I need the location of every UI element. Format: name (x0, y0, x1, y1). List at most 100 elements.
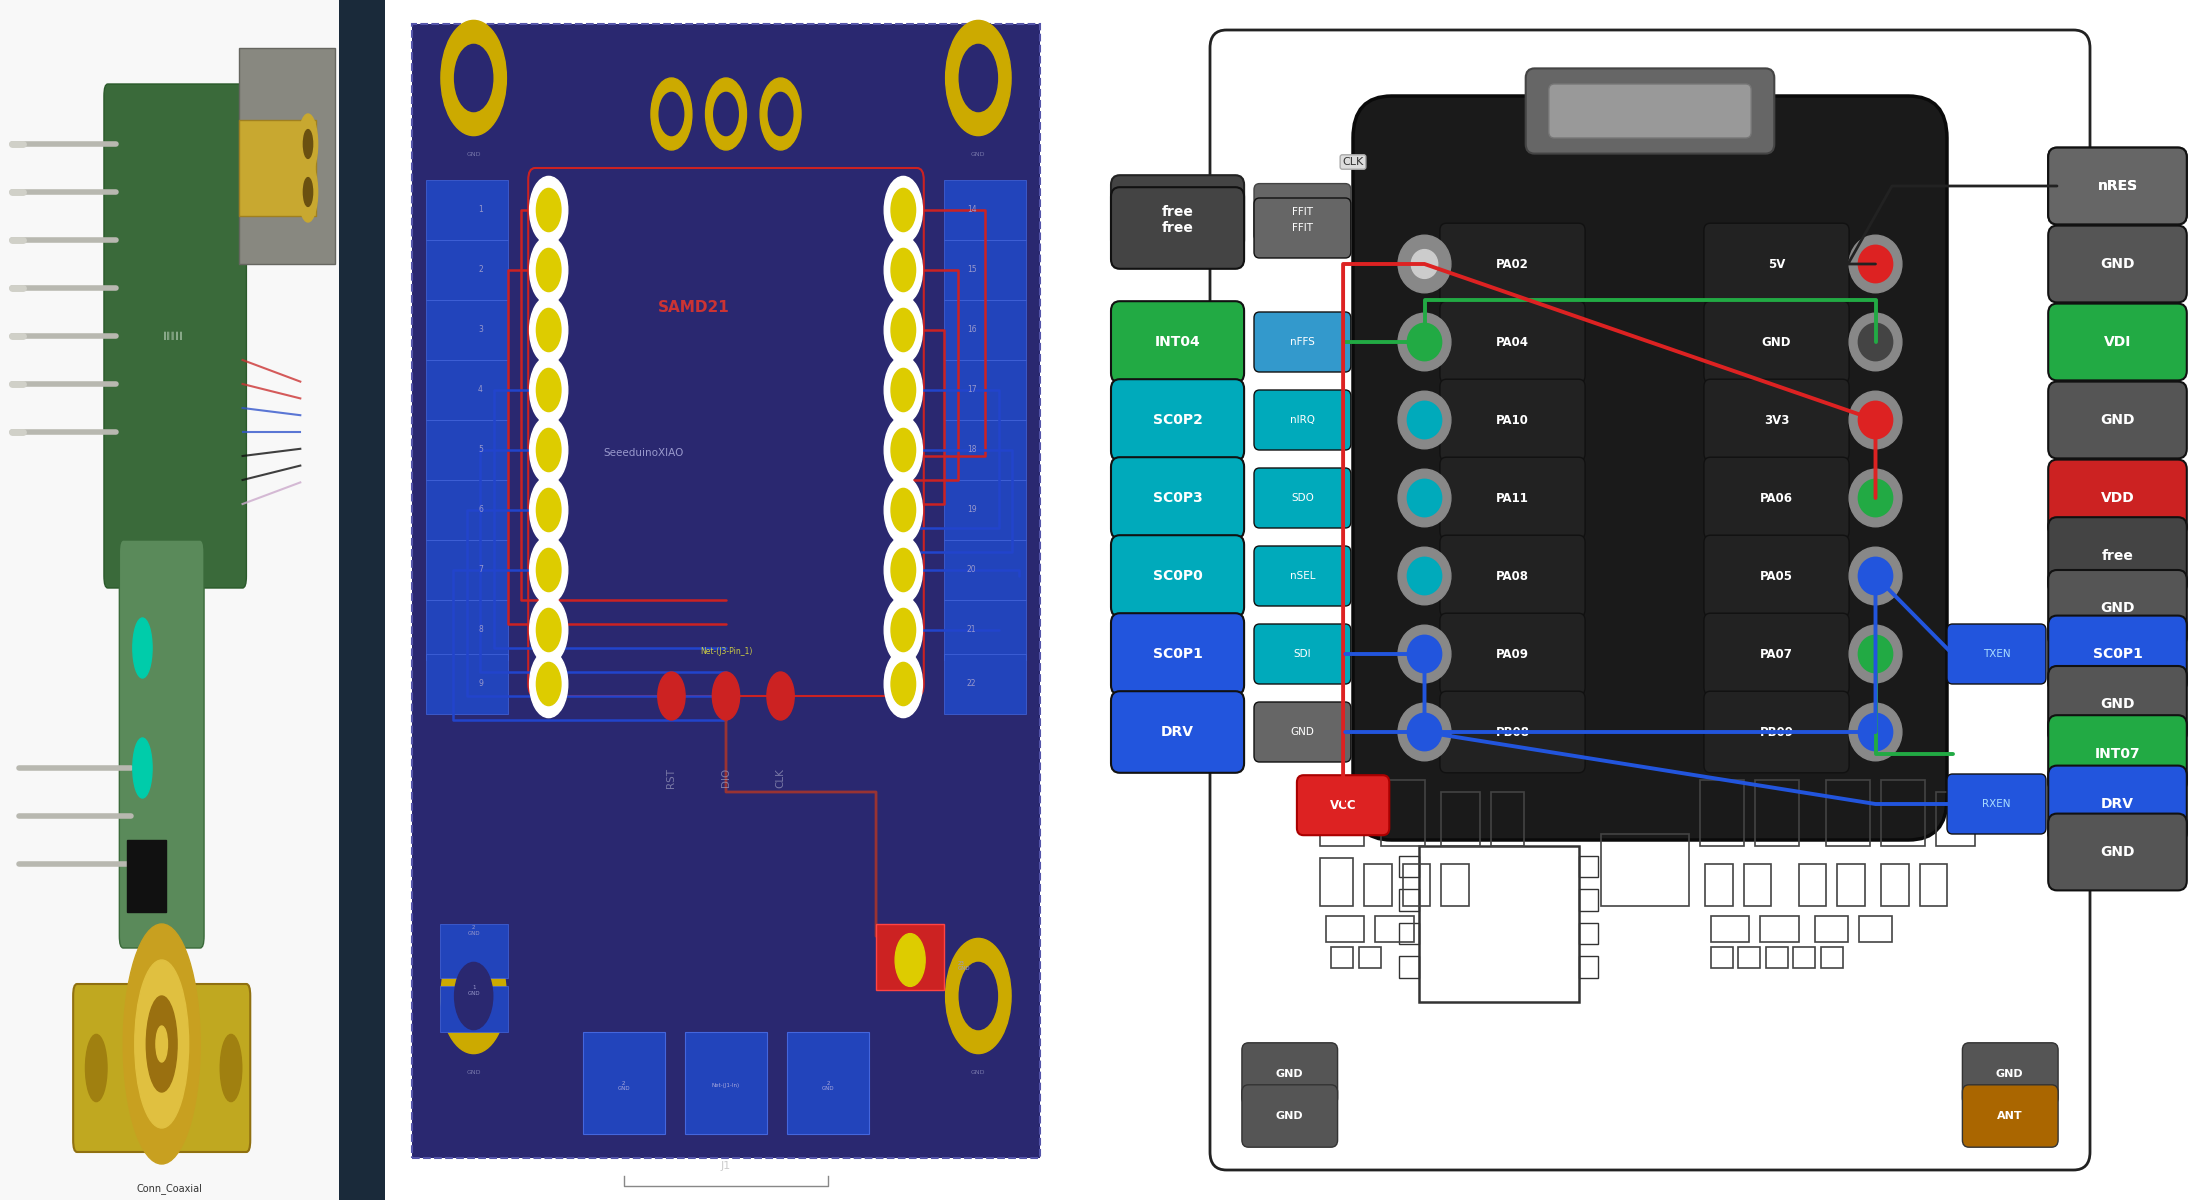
Circle shape (1399, 235, 1452, 293)
Circle shape (530, 596, 568, 664)
FancyBboxPatch shape (2048, 460, 2187, 536)
Bar (944, 600, 1025, 660)
Circle shape (537, 368, 561, 412)
Circle shape (768, 92, 792, 136)
Bar (1324, 916, 1364, 942)
Text: 2
GND: 2 GND (618, 1080, 629, 1092)
Text: Net-(J1-In): Net-(J1-In) (713, 1084, 739, 1088)
Bar (1800, 864, 1826, 906)
FancyBboxPatch shape (119, 540, 205, 948)
FancyBboxPatch shape (1111, 457, 1245, 539)
Text: 1: 1 (477, 205, 482, 215)
Circle shape (1399, 391, 1452, 449)
Text: DIO: DIO (722, 768, 730, 787)
Text: PB09: PB09 (1760, 726, 1793, 738)
Circle shape (884, 176, 922, 244)
FancyBboxPatch shape (1705, 613, 1848, 695)
FancyBboxPatch shape (1527, 68, 1773, 154)
Bar (1881, 864, 1910, 906)
Circle shape (1408, 713, 1441, 751)
Circle shape (893, 612, 913, 648)
Text: 2: 2 (477, 265, 482, 275)
Text: GND: GND (1995, 1069, 2024, 1079)
Text: GND: GND (466, 152, 482, 157)
Text: 4: 4 (477, 385, 484, 395)
Circle shape (304, 130, 312, 158)
Text: GND: GND (1276, 1111, 1302, 1121)
Circle shape (1408, 557, 1441, 595)
Circle shape (1861, 718, 1888, 746)
Text: GND: GND (2101, 601, 2134, 616)
FancyBboxPatch shape (1441, 457, 1584, 539)
FancyBboxPatch shape (1111, 379, 1245, 461)
Circle shape (455, 962, 493, 1030)
Bar (788, 1032, 869, 1134)
Text: PA11: PA11 (1496, 492, 1529, 504)
Text: CLK: CLK (1342, 157, 1364, 167)
Bar (1826, 780, 1870, 846)
Bar (238, 120, 317, 216)
Bar (1580, 889, 1597, 911)
Circle shape (946, 20, 1012, 136)
Circle shape (299, 162, 317, 222)
FancyBboxPatch shape (2048, 382, 2187, 458)
Circle shape (537, 428, 561, 472)
Text: DRV: DRV (1162, 725, 1195, 739)
Bar (1441, 864, 1470, 906)
FancyBboxPatch shape (2048, 814, 2187, 890)
Circle shape (1412, 406, 1439, 434)
Circle shape (86, 1034, 108, 1102)
Bar (1698, 780, 1742, 846)
FancyBboxPatch shape (1705, 457, 1848, 539)
Bar (427, 180, 508, 240)
Bar (1399, 889, 1419, 911)
Circle shape (132, 738, 152, 798)
Bar (583, 1032, 664, 1134)
Bar (1815, 916, 1848, 942)
Circle shape (537, 188, 561, 232)
Text: 14: 14 (966, 205, 977, 215)
Text: GND: GND (970, 152, 986, 157)
Text: PA07: PA07 (1760, 648, 1793, 660)
Bar (944, 240, 1025, 300)
Circle shape (537, 608, 561, 652)
FancyBboxPatch shape (2048, 570, 2187, 647)
Circle shape (1859, 479, 1892, 517)
Text: PA10: PA10 (1496, 414, 1529, 426)
Circle shape (1861, 640, 1888, 668)
Text: 15: 15 (966, 265, 977, 275)
Circle shape (884, 236, 922, 304)
Text: 19: 19 (966, 505, 977, 515)
FancyBboxPatch shape (2048, 766, 2187, 842)
FancyBboxPatch shape (1254, 198, 1351, 258)
Text: 9: 9 (477, 679, 484, 689)
Bar (1742, 864, 1771, 906)
Text: nRES: nRES (2097, 179, 2138, 193)
FancyBboxPatch shape (1254, 312, 1351, 372)
FancyBboxPatch shape (1947, 624, 2046, 684)
Bar (1492, 792, 1522, 846)
FancyBboxPatch shape (1111, 187, 1245, 269)
Text: ║║║║║: ║║║║║ (163, 332, 185, 340)
Circle shape (884, 596, 922, 664)
Circle shape (891, 662, 915, 706)
Circle shape (1848, 547, 1901, 605)
Bar (1375, 916, 1412, 942)
Text: free: free (1162, 221, 1192, 235)
Bar (427, 420, 508, 480)
Bar (440, 924, 508, 978)
Text: 1
GND: 1 GND (466, 985, 480, 996)
Text: nSEL: nSEL (1289, 571, 1316, 581)
Text: CLK: CLK (777, 768, 785, 788)
Circle shape (891, 608, 915, 652)
Text: free: free (1162, 205, 1192, 220)
FancyBboxPatch shape (1241, 1043, 1338, 1105)
FancyBboxPatch shape (2048, 715, 2187, 792)
Text: ANT: ANT (1998, 1111, 2022, 1121)
Bar (1760, 916, 1800, 942)
Text: GND: GND (970, 1070, 986, 1075)
Text: 23
GND: 23 GND (957, 960, 970, 972)
FancyBboxPatch shape (1705, 379, 1848, 461)
Text: 2
GND: 2 GND (466, 925, 480, 936)
FancyBboxPatch shape (1111, 175, 1245, 250)
